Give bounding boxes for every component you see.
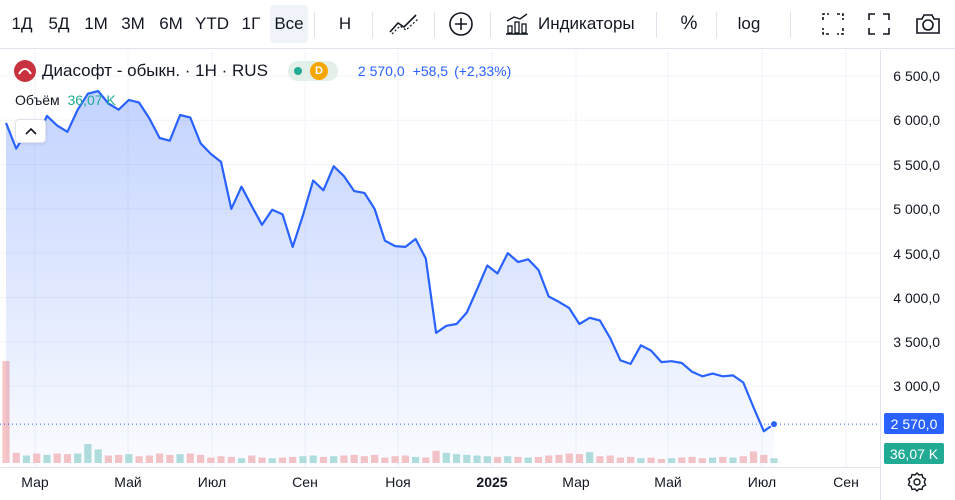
- toolbar-divider: [716, 12, 717, 38]
- market-open-dot: [293, 67, 302, 75]
- toolbar-divider: [656, 12, 657, 38]
- price-change: +58,5: [412, 63, 449, 79]
- delayed-data-badge: D: [309, 62, 328, 80]
- toolbar-divider: [790, 12, 791, 38]
- volume-value: 36,07 K: [67, 92, 116, 108]
- volume-label: Объём: [15, 92, 60, 108]
- time-tick-label: Мар: [562, 474, 590, 490]
- company-logo: [14, 60, 36, 82]
- time-tick-label: Сен: [292, 474, 318, 490]
- price-tick-label: 5 000,0: [893, 201, 940, 217]
- screenshot-button[interactable]: [910, 5, 946, 43]
- percent-scale-button[interactable]: %: [680, 13, 698, 34]
- price-area: [6, 91, 774, 467]
- price-tick-label: 3 500,0: [893, 334, 940, 350]
- price-axis[interactable]: 6 500,0 6 000,0 5 500,0 5 000,0 4 500,0 …: [893, 68, 940, 394]
- range-3m-button[interactable]: 3М: [121, 14, 145, 33]
- time-axis[interactable]: Мар Май Июл Сен Ноя 2025 Мар Май Июл Сен: [21, 474, 859, 490]
- time-tick-label: Ноя: [385, 474, 410, 490]
- time-tick-label: Сен: [833, 474, 859, 490]
- price-tick-label: 6 500,0: [893, 68, 940, 84]
- price-tick-label: 6 000,0: [893, 112, 940, 128]
- indicators-button[interactable]: Индикаторы: [504, 5, 646, 43]
- indicators-icon: [506, 13, 528, 35]
- price-change-percent: (+2,33%): [454, 63, 512, 79]
- symbol-title[interactable]: Диасофт - обыкн. · 1H · RUS: [42, 61, 268, 80]
- toolbar-divider: [372, 12, 373, 38]
- price-tick-label: 4 500,0: [893, 246, 940, 262]
- price-tick-label: 3 000,0: [893, 378, 940, 394]
- current-price-label: 2 570,0: [884, 413, 944, 434]
- range-6m-button[interactable]: 6М: [159, 14, 183, 33]
- plus-circle-icon: [449, 12, 473, 36]
- fullscreen-button[interactable]: [862, 5, 896, 43]
- time-tick-label: Май: [654, 474, 681, 490]
- range-1m-button[interactable]: 1М: [84, 14, 108, 33]
- time-tick-label: Июл: [748, 474, 776, 490]
- volume-legend[interactable]: Объём 36,07 K: [15, 92, 116, 108]
- compare-button[interactable]: [444, 5, 478, 43]
- time-tick-label: Май: [114, 474, 141, 490]
- range-all-button[interactable]: Все: [270, 5, 308, 43]
- indicators-label: Индикаторы: [538, 14, 635, 33]
- toolbar-divider: [434, 12, 435, 38]
- camera-icon: [916, 14, 940, 34]
- chart-settings-button[interactable]: [905, 470, 929, 494]
- price-line: [4, 90, 775, 433]
- log-scale-button[interactable]: log: [737, 14, 761, 33]
- toolbar-divider: [490, 12, 491, 38]
- market-status[interactable]: D: [287, 61, 338, 81]
- time-tick-label: Мар: [21, 474, 49, 490]
- fullscreen-icon: [868, 13, 890, 35]
- price-tick-label: 5 500,0: [893, 157, 940, 173]
- last-price: 2 570,0: [357, 63, 405, 79]
- current-volume-label: 36,07 K: [884, 443, 944, 464]
- gear-icon: [907, 472, 927, 492]
- chart-style-button[interactable]: [384, 5, 424, 43]
- fit-screen-icon: [822, 13, 844, 35]
- range-1d-button[interactable]: 1Д: [11, 14, 33, 33]
- area-chart-icon: [389, 14, 419, 35]
- symbol-legend: Диасофт - обыкн. · 1H · RUS D 2 570,0 +5…: [14, 58, 511, 84]
- time-tick-label: 2025: [476, 474, 507, 490]
- chevron-up-icon: [24, 127, 37, 135]
- range-ytd-button[interactable]: YTD: [195, 14, 229, 33]
- price-tick-label: 4 000,0: [893, 290, 940, 306]
- fit-screen-button[interactable]: [816, 5, 850, 43]
- collapse-legend-button[interactable]: [15, 119, 46, 143]
- time-tick-label: Июл: [198, 474, 226, 490]
- toolbar-divider: [314, 12, 315, 38]
- range-5d-button[interactable]: 5Д: [48, 14, 70, 33]
- range-1y-button[interactable]: 1Г: [241, 14, 261, 33]
- interval-button[interactable]: H: [338, 14, 352, 33]
- toolbar: 1Д 5Д 1М 3М 6М YTD 1Г Все H Индикаторы %…: [0, 0, 955, 49]
- last-price-point: [770, 420, 778, 429]
